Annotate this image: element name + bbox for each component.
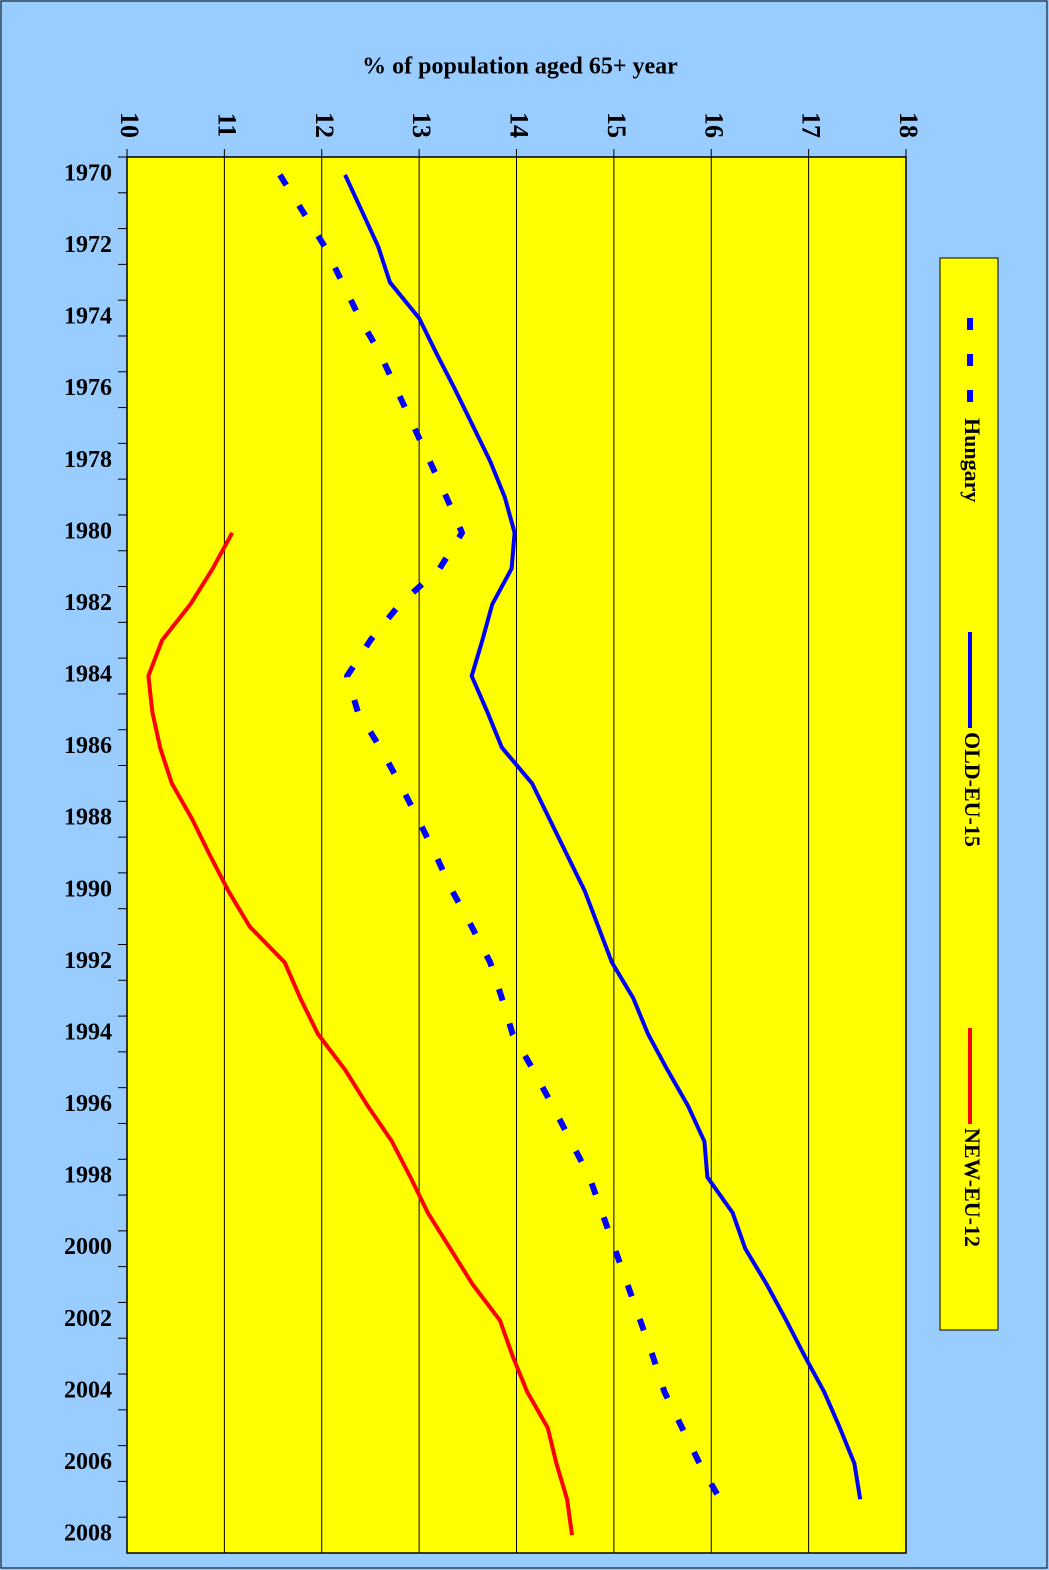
y-tick-label: 1998 bbox=[64, 1163, 112, 1189]
y-tick-label: 1996 bbox=[64, 1091, 112, 1117]
y-tick-label: 1992 bbox=[64, 948, 112, 974]
legend bbox=[939, 257, 999, 1331]
y-tick-label: 1990 bbox=[64, 876, 112, 902]
series-line bbox=[277, 173, 723, 1501]
x-tick-label: 11 bbox=[212, 113, 241, 138]
y-tick-label: 2006 bbox=[64, 1449, 112, 1475]
y-tick-label: 2002 bbox=[64, 1306, 112, 1332]
series-line bbox=[343, 174, 863, 1500]
chart-title: % of population aged 65+ year bbox=[362, 54, 678, 80]
x-tick-label: 14 bbox=[505, 112, 534, 138]
y-tick-label: 1974 bbox=[64, 304, 112, 330]
x-tick-label: 17 bbox=[797, 112, 826, 138]
y-tick-label: 1986 bbox=[64, 733, 112, 759]
y-tick-label: 1972 bbox=[64, 232, 112, 258]
y-tick-label: 1982 bbox=[64, 590, 112, 616]
y-tick-label: 1994 bbox=[64, 1019, 112, 1045]
x-tick-label: 13 bbox=[407, 112, 436, 138]
y-tick-label: 2000 bbox=[64, 1234, 112, 1260]
legend-label: Hungary bbox=[960, 418, 985, 502]
x-tick-label: 10 bbox=[115, 112, 144, 138]
y-tick-label: 1980 bbox=[64, 518, 112, 544]
y-tick-label: 1970 bbox=[64, 160, 112, 186]
x-tick-label: 18 bbox=[894, 112, 923, 138]
y-tick-label: 1976 bbox=[64, 375, 112, 401]
y-tick-label: 1978 bbox=[64, 447, 112, 473]
legend-label: NEW-EU-12 bbox=[960, 1128, 985, 1247]
y-tick-label: 1988 bbox=[64, 805, 112, 831]
y-tick-label: 2004 bbox=[64, 1377, 112, 1403]
x-tick-label: 12 bbox=[310, 112, 339, 138]
y-tick-label: 1984 bbox=[64, 662, 112, 688]
y-tick-label: 2008 bbox=[64, 1521, 112, 1547]
legend-label: OLD-EU-15 bbox=[960, 732, 985, 847]
series-line bbox=[146, 531, 574, 1536]
x-tick-label: 15 bbox=[602, 112, 631, 138]
x-tick-label: 16 bbox=[699, 112, 728, 138]
